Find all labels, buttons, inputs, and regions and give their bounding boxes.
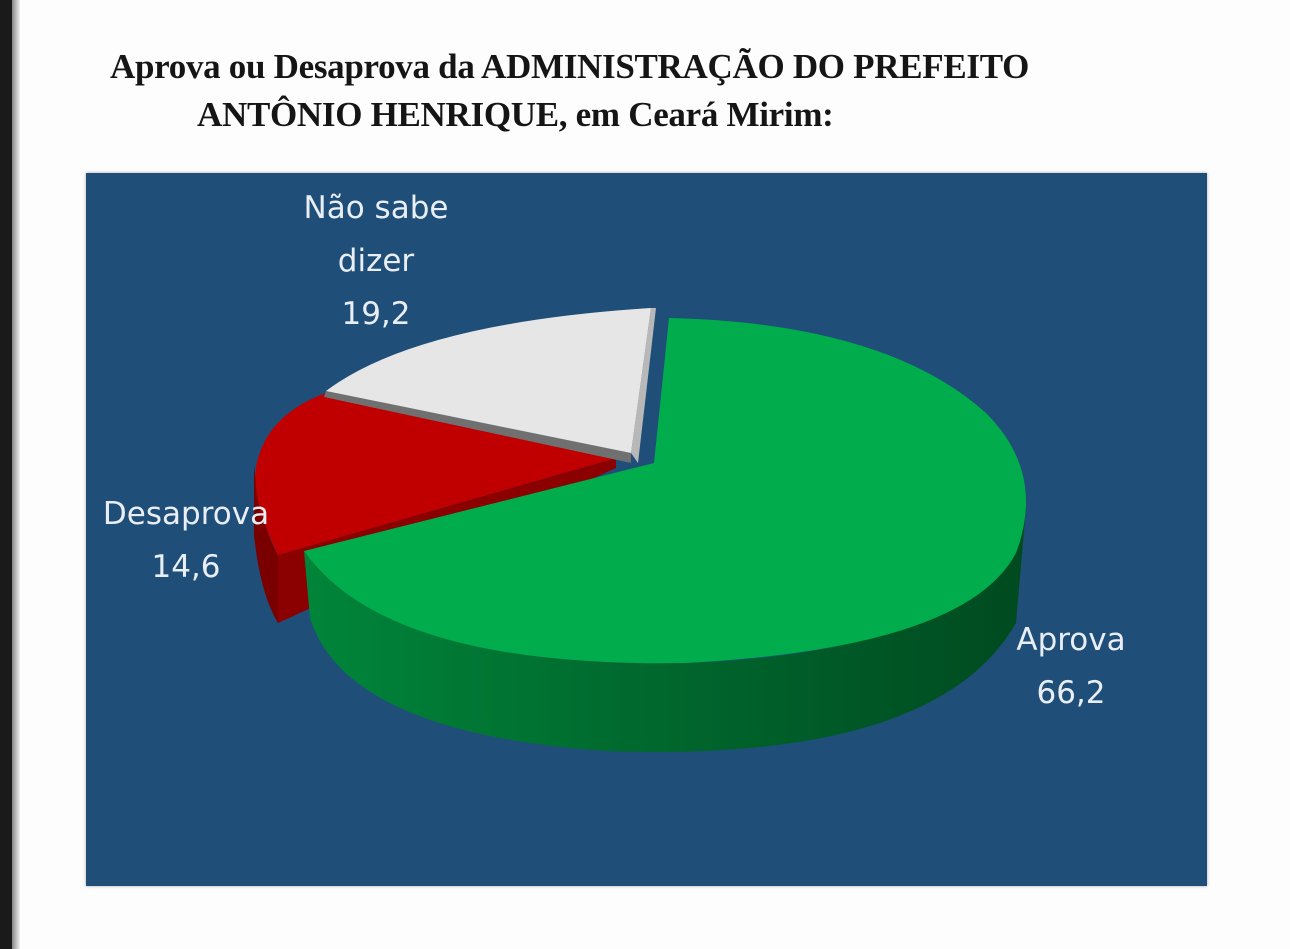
slice-nao-sabe-cut-side [324, 391, 631, 463]
chart-plot-area: Não sabe dizer 19,2 Desaprova 14,6 Aprov… [86, 173, 1207, 886]
label-desaprova-name: Desaprova [102, 496, 270, 532]
label-desaprova: Desaprova 14,6 [86, 488, 286, 594]
slice-nao-sabe[interactable] [326, 308, 651, 453]
label-nao-sabe-name-2: dizer [337, 243, 415, 279]
label-desaprova-value: 14,6 [151, 549, 221, 585]
slice-nao-sabe-side [631, 308, 656, 463]
label-aprova: Aprova 66,2 [996, 614, 1146, 720]
slice-aprova-side [304, 508, 1026, 752]
left-window-edge [0, 0, 12, 949]
label-aprova-value: 66,2 [1036, 675, 1106, 711]
chart-title-line-2: ANTÔNIO HENRIQUE, em Ceará Mirim: [197, 95, 834, 134]
label-nao-sabe: Não sabe dizer 19,2 [271, 182, 481, 341]
slice-aprova[interactable] [304, 318, 1026, 664]
label-nao-sabe-name-1: Não sabe [303, 190, 449, 226]
label-nao-sabe-value: 19,2 [341, 296, 411, 332]
pie-chart-3d [254, 308, 1026, 752]
left-edge-shadow [12, 0, 20, 949]
chart-title-line-1: Aprova ou Desaprova da ADMINISTRAÇÃO DO … [110, 47, 1030, 86]
slice-desaprova[interactable] [255, 393, 617, 555]
label-aprova-name: Aprova [1016, 622, 1126, 658]
